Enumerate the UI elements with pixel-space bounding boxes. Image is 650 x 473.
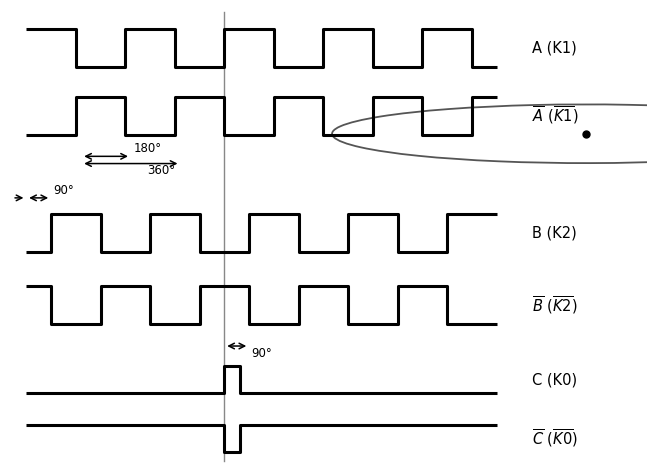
Text: $\overline{B}$ ($\overline{K2}$): $\overline{B}$ ($\overline{K2}$) bbox=[532, 295, 578, 316]
Text: 180°: 180° bbox=[133, 142, 161, 156]
Text: $\overline{A}$ ($\overline{K1}$): $\overline{A}$ ($\overline{K1}$) bbox=[532, 105, 578, 126]
Text: 90°: 90° bbox=[252, 347, 272, 360]
Text: C (K0): C (K0) bbox=[532, 372, 577, 387]
Text: 90°: 90° bbox=[53, 184, 74, 197]
Text: 360°: 360° bbox=[148, 165, 176, 177]
Text: $\overline{C}$ ($\overline{K0}$): $\overline{C}$ ($\overline{K0}$) bbox=[532, 428, 578, 449]
Text: B (K2): B (K2) bbox=[532, 226, 577, 241]
Text: A (K1): A (K1) bbox=[532, 40, 577, 55]
